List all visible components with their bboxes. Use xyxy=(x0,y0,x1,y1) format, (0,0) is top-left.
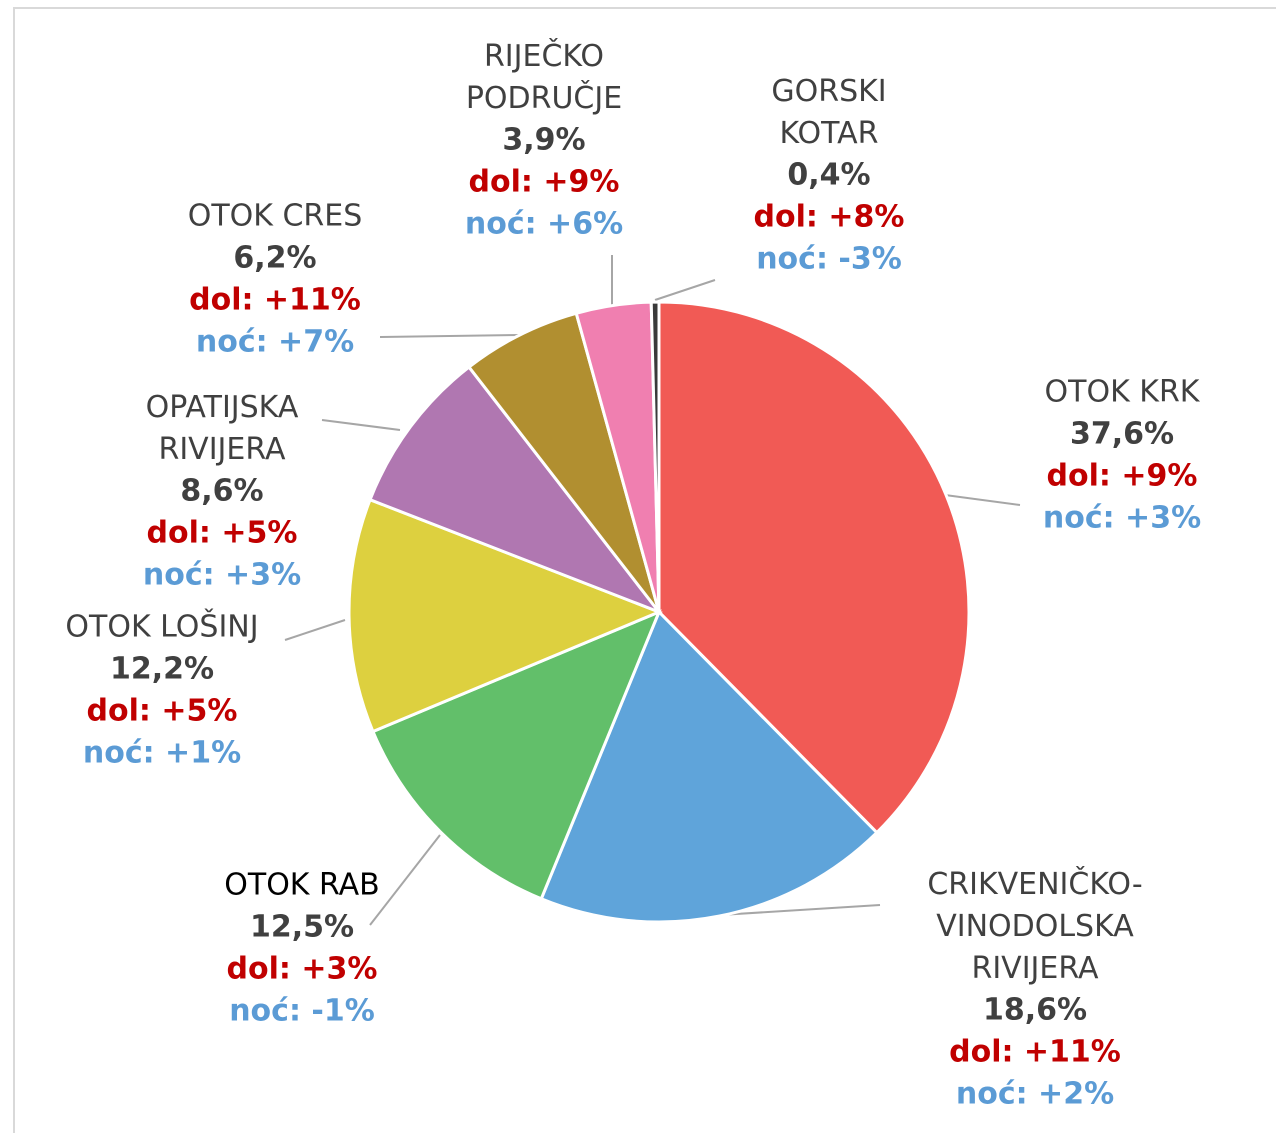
noc-label: noć: +7% xyxy=(196,325,354,360)
leader-line xyxy=(369,834,441,926)
dol-label: dol: +3% xyxy=(227,952,378,987)
value-label: 37,6% xyxy=(1070,417,1174,452)
value-label: 6,2% xyxy=(233,241,316,276)
leader-line xyxy=(719,904,881,916)
slice-label: OTOK KRK xyxy=(1045,375,1201,410)
pie-slice xyxy=(657,300,971,835)
noc-label: noć: -1% xyxy=(229,994,375,1029)
leader-line xyxy=(321,419,401,431)
value-label: 18,6% xyxy=(983,993,1087,1028)
dol-label: dol: +5% xyxy=(87,694,238,729)
slice-label: CRIKVENIČKO-VINODOLSKA RIVIJERA xyxy=(927,865,1142,986)
pie-slice xyxy=(347,497,664,734)
value-label: 0,4% xyxy=(787,158,870,193)
leader-line xyxy=(379,334,521,338)
slice-label: OPATIJSKA RIVIJERA xyxy=(146,390,299,467)
noc-label: noć: +3% xyxy=(1043,501,1201,536)
value-label: 12,2% xyxy=(110,652,214,687)
dol-label: dol: +11% xyxy=(949,1035,1121,1070)
leader-line xyxy=(944,494,1021,506)
slice-label: GORSKI KOTAR xyxy=(771,74,886,151)
pie-slice xyxy=(368,364,664,616)
pie-slice xyxy=(466,311,661,613)
pie-slice xyxy=(539,609,879,924)
slice-label: OTOK LOŠINJ xyxy=(65,608,258,645)
noc-label: noć: -3% xyxy=(756,242,902,277)
value-label: 12,5% xyxy=(250,910,354,945)
slice-label: OTOK RAB xyxy=(224,868,380,903)
pie-slice xyxy=(371,609,662,901)
noc-label: noć: +2% xyxy=(956,1077,1114,1112)
noc-label: noć: +1% xyxy=(83,736,241,771)
dol-label: dol: +9% xyxy=(1047,459,1198,494)
dol-label: dol: +11% xyxy=(189,283,361,318)
slice-label: RIJEČKO PODRUČJE xyxy=(466,37,622,116)
slice-label: OTOK CRES xyxy=(188,199,363,234)
leader-line xyxy=(654,279,716,301)
noc-label: noć: +6% xyxy=(465,207,623,242)
dol-label: dol: +5% xyxy=(147,516,298,551)
dol-label: dol: +8% xyxy=(754,200,905,235)
leader-line xyxy=(284,619,346,641)
chart-frame xyxy=(13,7,1276,1133)
value-label: 8,6% xyxy=(180,474,263,509)
value-label: 3,9% xyxy=(502,123,585,158)
noc-label: noć: +3% xyxy=(143,558,301,593)
pie-slice xyxy=(649,300,661,613)
dol-label: dol: +9% xyxy=(469,165,620,200)
